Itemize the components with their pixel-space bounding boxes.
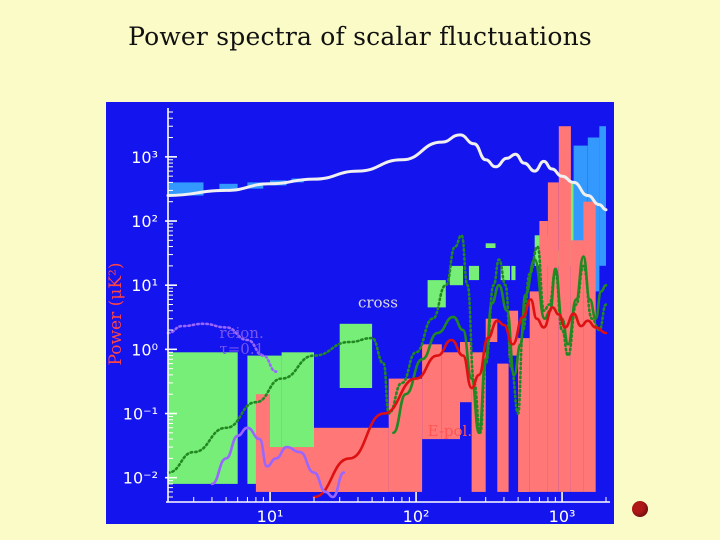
- error-box-e-1: [270, 447, 314, 492]
- error-box-c-9: [511, 265, 516, 281]
- error-box-t-7: [599, 126, 606, 266]
- error-box-e-3: [358, 427, 389, 492]
- annotations: cross E-pol. reion.τ=0.1: [219, 293, 472, 439]
- y-tick-label: 10⁰: [131, 340, 158, 359]
- error-box-e-2: [314, 427, 358, 492]
- error-box-c-8: [500, 265, 510, 281]
- error-box-e-14: [539, 221, 548, 492]
- error-box-c-7: [485, 243, 496, 248]
- error-box-e-17: [570, 240, 584, 492]
- error-box-e-10: [497, 363, 509, 492]
- error-box-c-3: [339, 323, 373, 388]
- error-box-e-11: [508, 310, 519, 356]
- y-tick-label: 10⁻²: [123, 469, 158, 488]
- error-box-c-0: [168, 352, 238, 484]
- y-tick-label: 10⁻¹: [123, 405, 158, 424]
- y-tick-label: 10³: [131, 148, 158, 167]
- error-box-e-13: [529, 291, 540, 492]
- error-box-t-1: [219, 183, 238, 191]
- series-line-reion_low: [210, 426, 346, 499]
- x-tick-label: 10²: [403, 507, 430, 526]
- series-line-epol: [312, 298, 608, 499]
- y-tick-label: 10²: [131, 212, 158, 231]
- error-box-e-12: [518, 338, 530, 492]
- slide-title: Power spectra of scalar fluctuations: [128, 22, 592, 51]
- next-slide-button[interactable]: [632, 501, 648, 517]
- x-tick-label: 10³: [549, 507, 576, 526]
- error-box-e-7: [460, 342, 472, 403]
- error-box-c-6: [468, 265, 480, 281]
- error-box-e-6: [441, 352, 460, 440]
- axes: 10³ 10² 10¹ 10⁰ 10⁻¹ 10⁻² 10¹ 10² 10³: [123, 108, 610, 526]
- error-box-c-5: [449, 265, 464, 286]
- annotation-label: E-pol.: [428, 422, 473, 440]
- x-tick-label: 10¹: [257, 507, 284, 526]
- error-box-e-18: [583, 201, 596, 492]
- error-box-c-4: [427, 280, 446, 308]
- y-tick-label: 10¹: [131, 276, 158, 295]
- annotation-label: τ=0.1: [219, 340, 264, 358]
- error-box-e-16: [558, 126, 571, 492]
- error-box-e-15: [547, 182, 559, 492]
- y-axis-label: Power (μK²): [106, 263, 126, 366]
- annotation-label: reion.: [219, 324, 263, 342]
- series-line-temperature: [166, 133, 608, 212]
- annotation-label: cross: [358, 293, 398, 311]
- spectrum-curves: [166, 133, 608, 499]
- error-boxes: [168, 126, 606, 492]
- series-line-reion: [166, 322, 278, 373]
